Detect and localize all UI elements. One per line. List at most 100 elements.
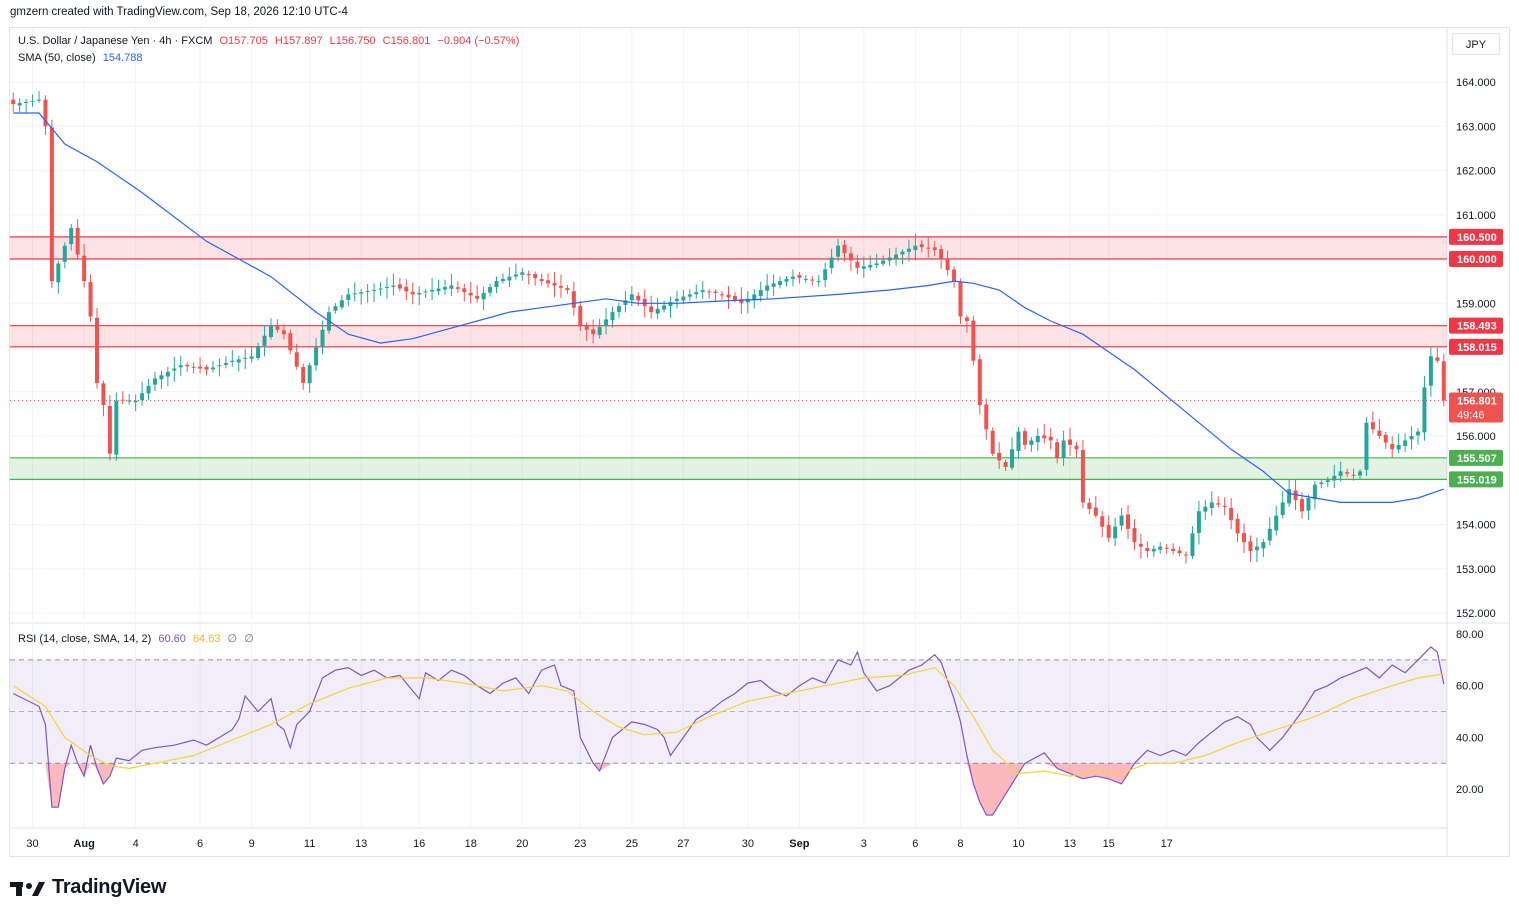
candle-down [1216,503,1221,505]
price-tick-label: 163.000 [1456,121,1496,133]
rsi-ma-value: 64.63 [192,633,221,645]
candle-down [1293,490,1298,501]
candle-up [655,308,660,314]
rsi-oversold-fill [45,763,72,808]
candle-down [971,320,976,361]
candle-down [1390,444,1395,450]
candle-down [855,261,860,268]
support-zone-price-tag [1449,449,1503,466]
candle-up [520,272,525,275]
candle-up [346,294,351,300]
candle-down [288,333,293,351]
candle-up [900,251,905,255]
candle-up [352,293,357,295]
candle-down [191,366,196,368]
candle-down [1248,541,1253,552]
rsi-label[interactable]: RSI (14, close, SMA, 14, 2) [18,633,152,645]
open-value: O157.705 [219,35,268,47]
candle-up [378,288,383,290]
sma-legend: SMA (50, close) 154.788 [18,52,146,64]
candle-up [268,325,273,337]
time-tick-label: 17 [1161,838,1173,850]
candle-down [88,282,93,317]
candle-up [127,400,132,402]
candle-up [1029,440,1034,445]
candle-down [204,366,209,370]
candle-up [694,292,699,295]
candle-up [436,288,441,292]
candle-up [1267,528,1272,541]
candle-up [1203,506,1208,512]
candle-up [1416,431,1420,436]
time-tick-label: 4 [133,838,139,850]
rsi-oversold-fill [966,763,1025,815]
rsi-tick-label: 80.00 [1456,629,1484,641]
rsi-band [10,659,1447,764]
candle-down [571,291,576,308]
candle-up [1312,484,1317,500]
candle-down [720,294,725,296]
candle-up [500,278,505,282]
candle-up [868,264,873,268]
candle-down [101,383,106,406]
rsi-oversold-fill [77,763,91,777]
candle-down [94,317,99,383]
candle-up [69,228,74,245]
candle-up [423,291,428,293]
time-tick-label: 11 [304,838,315,850]
resistance-zone-price-label: 158.015 [1457,342,1497,354]
candle-up [874,263,879,266]
candle-down [1441,361,1446,401]
author-caption: gmzern created with TradingView.com, Sep… [10,6,348,18]
candle-up [133,400,138,403]
time-tick-label: Sep [789,838,809,850]
resistance-zone-price-tag [1449,317,1503,334]
candle-up [1190,533,1195,557]
candle-down [578,306,583,326]
candle-up [662,305,667,310]
candle-up [30,100,35,102]
candle-up [488,287,493,293]
price-tick-label: 156.000 [1456,431,1496,443]
candle-down [404,286,409,292]
candle-down [1164,547,1169,549]
resistance-zone [10,325,1447,347]
support-zone-price-label: 155.019 [1457,474,1497,486]
tradingview-logo[interactable]: TradingView [10,876,166,899]
candle-down [1435,357,1440,361]
candle-down [926,247,931,249]
symbol-title[interactable]: U.S. Dollar / Japanese Yen · 4h · FXCM [18,35,213,47]
candle-down [649,306,654,313]
candle-down [294,352,299,367]
low-value: L156.750 [329,35,376,47]
candle-down [455,287,460,289]
time-tick-label: 18 [465,838,477,850]
candle-up [178,365,183,368]
countdown-label: 49:46 [1457,410,1485,422]
candle-up [616,306,621,312]
time-tick-label: 27 [677,838,689,850]
candle-up [623,300,628,306]
candle-up [442,287,447,290]
rsi-legend: RSI (14, close, SMA, 14, 2) 60.60 64.63 … [18,632,258,645]
candle-up [1010,449,1015,468]
candle-up [359,292,364,294]
candle-down [1022,431,1027,445]
candle-up [217,365,222,367]
candle-down [281,330,286,335]
candle-down [275,326,280,330]
candle-up [1196,511,1201,533]
candle-down [198,366,203,369]
sma-label[interactable]: SMA (50, close) [18,52,96,64]
currency-button[interactable]: JPY [1452,33,1500,55]
candle-down [713,291,718,293]
candle-up [256,346,261,358]
candle-up [17,103,22,106]
candle-up [913,245,918,251]
time-tick-label: 6 [197,838,203,850]
price-tick-label: 162.000 [1456,166,1496,178]
candle-up [114,400,119,455]
candle-down [43,99,48,127]
resistance-zone-price-label: 160.500 [1457,232,1497,244]
